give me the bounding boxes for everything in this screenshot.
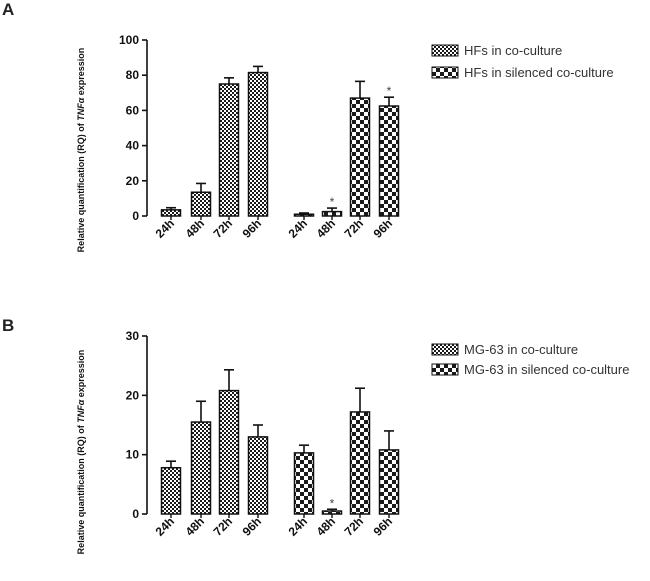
y-tick-label: 0 <box>132 209 139 223</box>
bar <box>349 97 371 217</box>
bar <box>190 191 212 217</box>
panel-letter: A <box>2 0 14 19</box>
significance-star: * <box>330 195 335 209</box>
legend-label-1: HFs in silenced co-culture <box>464 65 614 80</box>
legend-swatch-1 <box>431 363 459 376</box>
bar <box>218 83 240 217</box>
significance-star: * <box>387 84 392 98</box>
bar <box>321 510 343 515</box>
y-tick-label: 20 <box>126 174 140 188</box>
legend-swatch-0 <box>431 44 459 57</box>
y-tick-label: 0 <box>132 507 139 521</box>
legend-label-0: HFs in co-culture <box>464 43 562 58</box>
bar <box>378 105 400 217</box>
legend: HFs in co-culture HFs in silenced co-cul… <box>431 43 614 80</box>
y-tick-label: 60 <box>126 103 140 117</box>
bar <box>160 209 182 217</box>
bar <box>293 213 315 217</box>
y-axis-label: Relative quantification (RQ) of TNFα exp… <box>76 350 86 555</box>
bar <box>218 389 240 515</box>
legend-label-1: MG-63 in silenced co-culture <box>464 362 629 377</box>
bar <box>349 411 371 515</box>
x-tick-label: 24h <box>286 514 311 539</box>
x-tick-label: 48h <box>314 514 339 539</box>
x-tick-label: 72h <box>342 216 367 241</box>
y-tick-label: 30 <box>126 329 140 343</box>
bar <box>190 421 212 515</box>
x-tick-label: 24h <box>286 216 311 241</box>
bars: ** <box>160 65 400 217</box>
bar <box>160 466 182 515</box>
x-tick-label: 96h <box>240 216 265 241</box>
x-tick-label: 72h <box>211 514 236 539</box>
legend-label-0: MG-63 in co-culture <box>464 342 578 357</box>
legend-swatch-1 <box>431 66 459 79</box>
bars: * <box>160 369 400 515</box>
x-tick-label: 48h <box>183 216 208 241</box>
y-tick-label: 40 <box>126 139 140 153</box>
x-tick-label: 96h <box>371 514 396 539</box>
panel-a: A Relative quantification (RQ) of TNFα e… <box>2 0 614 252</box>
y-tick-label: 10 <box>126 448 140 462</box>
x-tick-label: 24h <box>153 514 178 539</box>
x-tick-label: 24h <box>153 216 178 241</box>
x-tick-label: 96h <box>240 514 265 539</box>
bar <box>321 210 343 217</box>
significance-star: * <box>330 496 335 510</box>
bar <box>247 436 269 515</box>
y-tick-label: 20 <box>126 388 140 402</box>
legend: MG-63 in co-culture MG-63 in silenced co… <box>431 342 629 377</box>
legend-swatch-0 <box>431 343 459 356</box>
y-tick-label: 80 <box>126 68 140 82</box>
y-axis-label: Relative quantification (RQ) of TNFα exp… <box>76 48 86 253</box>
bar <box>247 71 269 217</box>
x-tick-label: 96h <box>371 216 396 241</box>
bar <box>378 449 400 515</box>
x-tick-label: 72h <box>342 514 367 539</box>
x-tick-label: 48h <box>314 216 339 241</box>
y-tick-label: 100 <box>119 33 139 47</box>
panel-b: B Relative quantification (RQ) of TNFα e… <box>2 316 629 554</box>
x-tick-label: 72h <box>211 216 236 241</box>
panel-letter: B <box>2 316 14 335</box>
x-tick-label: 48h <box>183 514 208 539</box>
bar <box>293 452 315 515</box>
